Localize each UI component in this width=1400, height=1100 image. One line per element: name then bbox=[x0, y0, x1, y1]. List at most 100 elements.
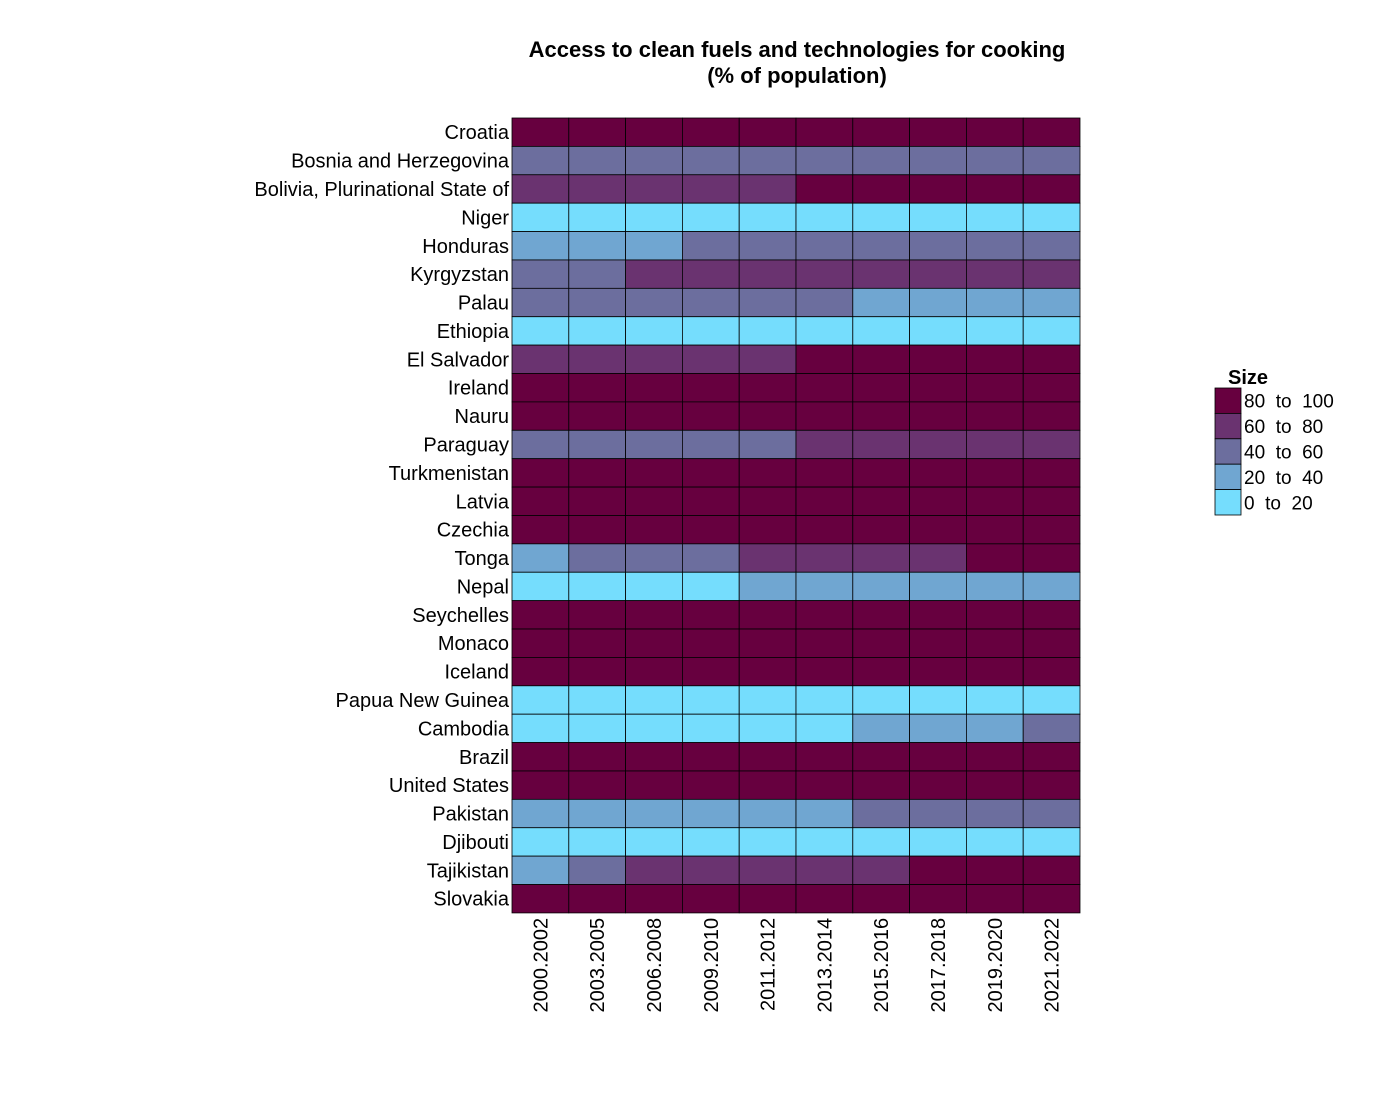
heatmap-cell bbox=[852, 202, 910, 232]
heatmap-cell bbox=[511, 231, 570, 261]
heatmap-cell bbox=[511, 543, 570, 573]
heatmap-cell bbox=[738, 600, 797, 630]
heatmap-cell bbox=[852, 713, 910, 743]
heatmap-cell bbox=[738, 231, 797, 261]
legend-label: 20 to 40 bbox=[1244, 468, 1323, 489]
heatmap-cell bbox=[909, 742, 967, 772]
heatmap-cell bbox=[625, 259, 683, 289]
heatmap-cell bbox=[511, 145, 570, 176]
heatmap-cells bbox=[511, 117, 1081, 914]
heatmap-cell bbox=[625, 827, 683, 857]
legend-label: 60 to 80 bbox=[1244, 417, 1323, 438]
heatmap-cell bbox=[1022, 884, 1081, 914]
heatmap-cell bbox=[682, 827, 740, 857]
heatmap-cell bbox=[795, 884, 854, 914]
legend-key bbox=[1214, 463, 1242, 491]
heatmap-cell bbox=[568, 401, 626, 431]
heatmap-cell bbox=[738, 742, 797, 772]
heatmap-cell bbox=[795, 429, 854, 460]
heatmap-cell bbox=[682, 884, 740, 914]
heatmap-cell bbox=[795, 628, 854, 658]
heatmap-cell bbox=[795, 827, 854, 857]
column-label: 2017.2018 bbox=[928, 918, 950, 1013]
heatmap-cell bbox=[568, 855, 626, 885]
heatmap-cell bbox=[795, 543, 854, 573]
legend-label: 40 to 60 bbox=[1244, 443, 1323, 464]
heatmap-cell bbox=[795, 600, 854, 630]
heatmap-cell bbox=[795, 770, 854, 800]
heatmap-cell bbox=[511, 884, 570, 914]
heatmap-cell bbox=[966, 742, 1024, 772]
heatmap-cell bbox=[795, 486, 854, 516]
heatmap-cell bbox=[795, 117, 854, 147]
row-label: Seychelles bbox=[412, 605, 509, 627]
row-label: Bosnia and Herzegovina bbox=[291, 151, 510, 173]
heatmap-cell bbox=[682, 657, 740, 687]
heatmap-cell bbox=[511, 685, 570, 715]
heatmap-cell bbox=[738, 827, 797, 857]
heatmap-cell bbox=[625, 628, 683, 658]
row-label: Turkmenistan bbox=[389, 463, 509, 485]
heatmap-cell bbox=[795, 174, 854, 204]
heatmap-cell bbox=[966, 798, 1024, 829]
heatmap-cell bbox=[511, 429, 570, 460]
column-label: 2003.2005 bbox=[587, 918, 609, 1013]
row-label: Tajikistan bbox=[427, 860, 509, 882]
heatmap-cell bbox=[682, 174, 740, 204]
heatmap-cell bbox=[1022, 855, 1081, 885]
heatmap-cell bbox=[1022, 429, 1081, 460]
heatmap-cell bbox=[682, 855, 740, 885]
heatmap-cell bbox=[909, 401, 967, 431]
heatmap-cell bbox=[682, 401, 740, 431]
heatmap-cell bbox=[511, 202, 570, 232]
heatmap-cell bbox=[625, 287, 683, 318]
heatmap-cell bbox=[852, 231, 910, 261]
heatmap-cell bbox=[1022, 316, 1081, 346]
heatmap-cell bbox=[966, 344, 1024, 374]
heatmap-cell bbox=[909, 657, 967, 687]
heatmap-cell bbox=[852, 344, 910, 374]
heatmap-cell bbox=[1022, 713, 1081, 743]
heatmap-cell bbox=[511, 486, 570, 516]
heatmap-cell bbox=[909, 884, 967, 914]
heatmap-cell bbox=[1022, 827, 1081, 857]
heatmap-cell bbox=[966, 174, 1024, 204]
heatmap-cell bbox=[511, 600, 570, 630]
heatmap-cell bbox=[1022, 117, 1081, 147]
row-label: Palau bbox=[458, 293, 509, 315]
heatmap-cell bbox=[1022, 458, 1081, 488]
row-label: Cambodia bbox=[418, 718, 510, 740]
row-label: Kyrgyzstan bbox=[410, 264, 509, 286]
heatmap-cell bbox=[625, 855, 683, 885]
heatmap-cell bbox=[682, 486, 740, 516]
heatmap-cell bbox=[568, 827, 626, 857]
heatmap-cell bbox=[852, 571, 910, 602]
heatmap-cell bbox=[966, 145, 1024, 176]
heatmap-cell bbox=[625, 571, 683, 602]
heatmap-cell bbox=[511, 344, 570, 374]
heatmap-cell bbox=[682, 316, 740, 346]
heatmap-cell bbox=[682, 231, 740, 261]
heatmap-cell bbox=[795, 458, 854, 488]
heatmap-cell bbox=[1022, 174, 1081, 204]
row-label: Ethiopia bbox=[437, 321, 510, 343]
heatmap-cell bbox=[738, 316, 797, 346]
heatmap-cell bbox=[738, 515, 797, 545]
heatmap-cell bbox=[966, 515, 1024, 545]
heatmap-cell bbox=[909, 628, 967, 658]
heatmap-cell bbox=[625, 316, 683, 346]
heatmap-cell bbox=[966, 600, 1024, 630]
legend-key bbox=[1214, 438, 1242, 465]
heatmap-cell bbox=[738, 770, 797, 800]
heatmap-cell bbox=[568, 174, 626, 204]
heatmap-cell bbox=[511, 174, 570, 204]
row-label: Tonga bbox=[455, 548, 510, 570]
heatmap-cell bbox=[511, 628, 570, 658]
legend-key bbox=[1214, 489, 1242, 516]
heatmap-cell bbox=[511, 798, 570, 829]
heatmap-cell bbox=[738, 458, 797, 488]
column-label: 2011.2012 bbox=[758, 918, 780, 1011]
row-label: El Salvador bbox=[407, 349, 510, 371]
row-label: Djibouti bbox=[442, 832, 509, 854]
